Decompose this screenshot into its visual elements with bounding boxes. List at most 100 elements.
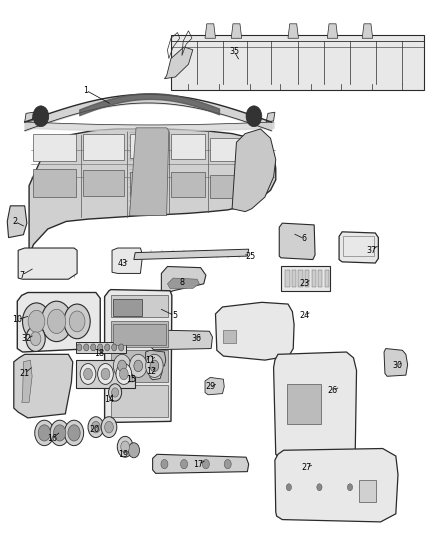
Bar: [250, 144, 272, 171]
Polygon shape: [134, 249, 249, 260]
Circle shape: [101, 368, 110, 379]
Text: 27: 27: [301, 463, 311, 472]
Text: 1: 1: [83, 86, 88, 95]
Bar: [318, 270, 322, 287]
Text: 36: 36: [191, 334, 201, 343]
Bar: [76, 342, 126, 353]
Polygon shape: [164, 47, 193, 79]
Bar: [292, 270, 296, 287]
Bar: [210, 138, 250, 161]
Polygon shape: [215, 302, 294, 360]
Circle shape: [68, 425, 80, 441]
Polygon shape: [21, 360, 32, 402]
Polygon shape: [151, 330, 212, 350]
Circle shape: [22, 303, 50, 340]
Polygon shape: [275, 448, 398, 522]
Circle shape: [134, 360, 143, 372]
Polygon shape: [362, 24, 373, 38]
Polygon shape: [146, 350, 166, 366]
Polygon shape: [17, 293, 100, 352]
Text: 25: 25: [245, 252, 255, 261]
Circle shape: [224, 459, 231, 469]
Polygon shape: [152, 454, 249, 473]
Circle shape: [84, 344, 89, 351]
Circle shape: [128, 443, 140, 458]
Polygon shape: [274, 352, 357, 460]
Bar: [171, 35, 424, 90]
Text: 15: 15: [126, 375, 136, 384]
Circle shape: [112, 388, 119, 397]
Polygon shape: [29, 129, 276, 256]
Circle shape: [88, 417, 104, 438]
Text: 23: 23: [299, 279, 309, 288]
Bar: [210, 175, 245, 198]
Circle shape: [130, 354, 147, 377]
Circle shape: [30, 332, 41, 346]
Polygon shape: [25, 112, 33, 122]
Circle shape: [119, 344, 124, 351]
Circle shape: [77, 344, 82, 351]
Circle shape: [38, 425, 50, 441]
Polygon shape: [327, 24, 338, 38]
Text: 12: 12: [146, 367, 156, 376]
Circle shape: [112, 344, 117, 351]
Bar: [76, 360, 135, 388]
Polygon shape: [161, 266, 206, 294]
Bar: [343, 237, 374, 256]
Circle shape: [109, 384, 122, 401]
Bar: [171, 172, 205, 197]
Polygon shape: [18, 248, 77, 279]
Text: 43: 43: [118, 259, 128, 268]
Polygon shape: [339, 232, 378, 263]
Circle shape: [91, 344, 96, 351]
Circle shape: [286, 484, 291, 491]
Circle shape: [33, 106, 49, 127]
Text: 21: 21: [20, 369, 30, 378]
Bar: [83, 134, 124, 159]
Text: 10: 10: [12, 315, 22, 324]
Bar: [113, 324, 166, 344]
Polygon shape: [105, 289, 172, 423]
Text: 37: 37: [367, 246, 377, 255]
Circle shape: [92, 422, 100, 433]
Text: 30: 30: [392, 361, 402, 370]
Bar: [311, 270, 316, 287]
Text: 18: 18: [94, 349, 104, 358]
Circle shape: [64, 304, 90, 339]
Circle shape: [64, 420, 84, 446]
Bar: [111, 350, 168, 382]
Bar: [359, 480, 376, 502]
Circle shape: [35, 420, 54, 446]
Bar: [111, 385, 168, 417]
Bar: [287, 384, 321, 424]
Circle shape: [53, 425, 66, 441]
Bar: [305, 270, 309, 287]
Circle shape: [26, 326, 45, 351]
Text: 29: 29: [205, 382, 215, 391]
Text: 11: 11: [145, 356, 155, 365]
Text: 19: 19: [118, 450, 128, 459]
Circle shape: [117, 437, 133, 457]
Circle shape: [113, 354, 131, 377]
Text: 35: 35: [229, 47, 239, 56]
Bar: [130, 134, 165, 158]
Polygon shape: [7, 206, 27, 238]
Circle shape: [47, 309, 66, 334]
Circle shape: [84, 368, 92, 379]
Circle shape: [146, 354, 163, 377]
Circle shape: [69, 311, 85, 332]
Circle shape: [246, 106, 262, 127]
Bar: [298, 270, 303, 287]
Text: 7: 7: [19, 271, 24, 280]
Circle shape: [28, 310, 45, 333]
Text: 6: 6: [302, 235, 307, 243]
Bar: [286, 270, 290, 287]
Text: 17: 17: [193, 459, 203, 469]
Text: 16: 16: [47, 434, 57, 443]
Circle shape: [347, 484, 353, 491]
Polygon shape: [205, 24, 215, 38]
Text: 26: 26: [328, 386, 338, 395]
Circle shape: [41, 301, 72, 342]
Circle shape: [120, 368, 128, 379]
Circle shape: [101, 417, 117, 438]
